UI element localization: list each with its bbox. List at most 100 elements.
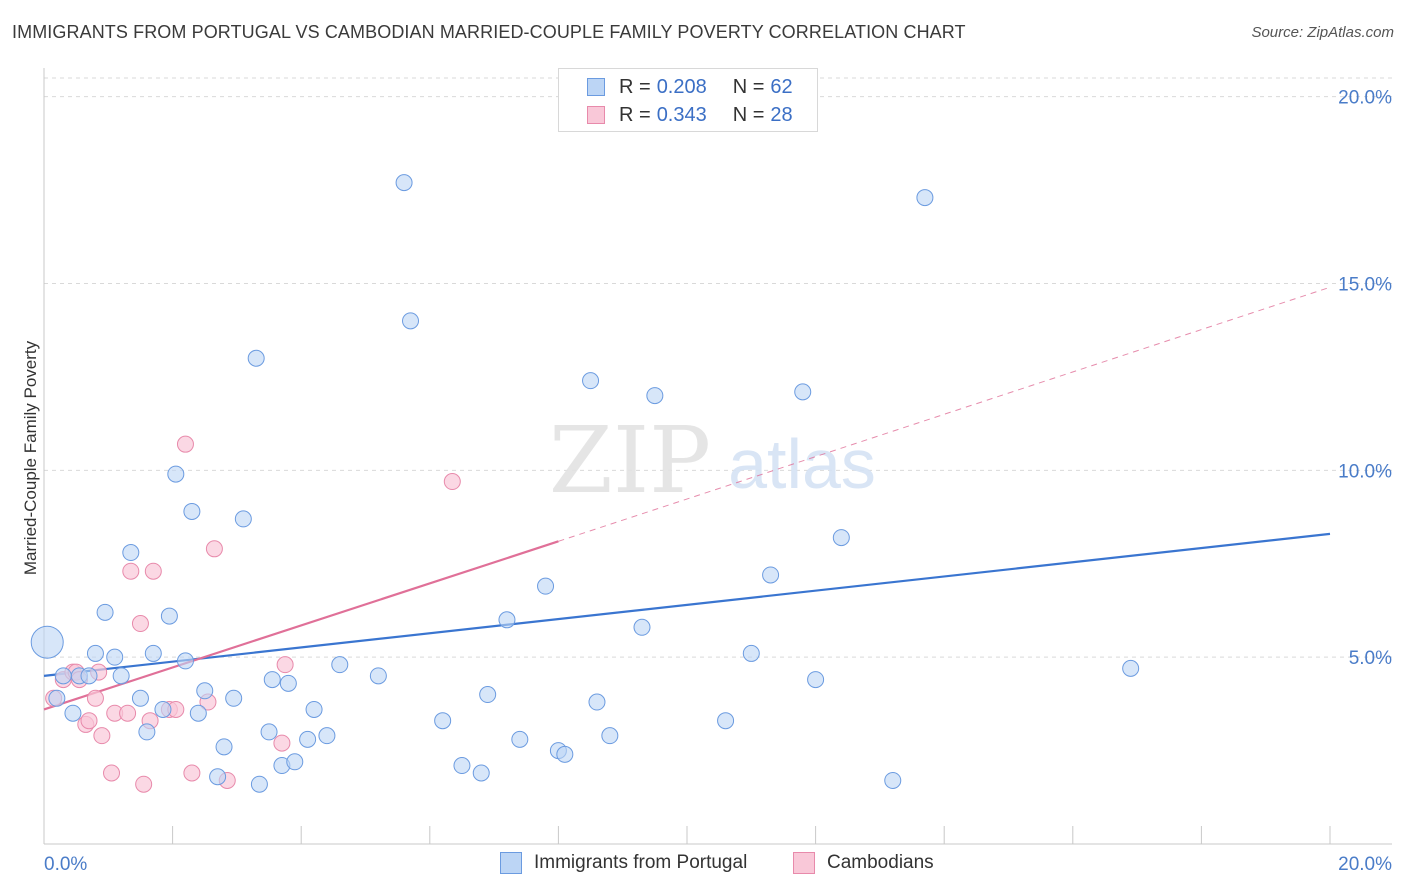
- portugal-point: [472, 764, 490, 782]
- portugal-point: [402, 312, 420, 330]
- bottom-legend-swatch-blue: [500, 852, 522, 874]
- legend-row-cambodians: R = 0.343 N = 28: [587, 103, 793, 127]
- portugal-point: [588, 693, 606, 711]
- portugal-point: [234, 510, 252, 528]
- portugal-point: [453, 757, 471, 775]
- portugal-point: [916, 189, 934, 207]
- legend-n-value: 28: [770, 103, 793, 126]
- portugal-point: [154, 700, 172, 718]
- bottom-legend-portugal: Immigrants from Portugal: [500, 852, 747, 874]
- portugal-point: [717, 712, 735, 730]
- cambodians-point: [443, 473, 461, 491]
- legend-r-label: R =: [619, 103, 651, 126]
- bottom-legend-label-portugal: Immigrants from Portugal: [534, 852, 748, 873]
- portugal-point: [131, 689, 149, 707]
- cambodians-point: [86, 689, 104, 707]
- cambodians-point: [93, 727, 111, 745]
- data-points: [30, 174, 1140, 793]
- cambodians-point: [80, 712, 98, 730]
- portugal-point: [279, 674, 297, 692]
- portugal-point: [225, 689, 243, 707]
- portugal-point: [434, 712, 452, 730]
- portugal-point: [537, 577, 555, 595]
- portugal-point: [511, 730, 529, 748]
- legend-r-label: R =: [619, 75, 651, 98]
- portugal-point: [395, 174, 413, 192]
- legend-swatch-pink: [587, 106, 605, 124]
- portugal-point: [250, 775, 268, 793]
- portugal-point: [582, 372, 600, 390]
- portugal-point: [64, 704, 82, 722]
- legend-n-label: N =: [732, 103, 765, 126]
- correlation-legend: R = 0.208 N = 62 R = 0.343 N = 28: [558, 68, 818, 132]
- portugal-point: [263, 671, 281, 689]
- cambodians-point: [176, 435, 194, 453]
- portugal-point: [556, 745, 574, 763]
- portugal-point: [183, 502, 201, 520]
- y-axis-label: Married-Couple Family Poverty: [21, 340, 40, 575]
- portugal-point: [247, 349, 265, 367]
- portugal-point: [209, 768, 227, 786]
- portugal-point: [1122, 659, 1140, 677]
- y-tick-label: 15.0%: [1338, 275, 1392, 296]
- cambodians-point: [144, 562, 162, 580]
- cambodians-point: [103, 764, 121, 782]
- portugal-point: [30, 625, 64, 659]
- bottom-legend-cambodians: Cambodians: [793, 852, 934, 874]
- source-label: Source: ZipAtlas.com: [1251, 24, 1394, 41]
- bottom-legend-label-cambodians: Cambodians: [827, 852, 934, 873]
- cambodians-trend-line: [43, 540, 559, 711]
- legend-r-value: 0.343: [656, 103, 707, 126]
- watermark-atlas: atlas: [728, 425, 876, 503]
- tick-labels: 5.0% 10.0% 15.0% 20.0% 0.0% 20.0%: [44, 88, 1392, 875]
- portugal-point: [54, 667, 72, 685]
- portugal-point: [742, 644, 760, 662]
- portugal-point: [196, 682, 214, 700]
- legend-swatch-blue: [587, 78, 605, 96]
- portugal-point: [144, 644, 162, 662]
- y-tick-label: 20.0%: [1338, 88, 1392, 109]
- portugal-point: [832, 529, 850, 547]
- portugal-point: [299, 730, 317, 748]
- portugal-point: [260, 723, 278, 741]
- cambodians-point: [276, 656, 294, 674]
- legend-row-portugal: R = 0.208 N = 62: [587, 75, 793, 99]
- cambodians-point: [122, 562, 140, 580]
- portugal-point: [160, 607, 178, 625]
- y-tick-label: 10.0%: [1338, 461, 1392, 482]
- portugal-point: [646, 387, 664, 405]
- x-tick-label-min: 0.0%: [44, 854, 87, 875]
- legend-r-value: 0.208: [656, 75, 707, 98]
- cambodians-trend-extension: [558, 286, 1331, 542]
- cambodians-point: [205, 540, 223, 558]
- chart-title: IMMIGRANTS FROM PORTUGAL VS CAMBODIAN MA…: [12, 22, 966, 42]
- portugal-point: [138, 723, 156, 741]
- portugal-point: [122, 544, 140, 562]
- portugal-point: [369, 667, 387, 685]
- cambodians-point: [183, 764, 201, 782]
- portugal-point: [633, 618, 651, 636]
- portugal-trend-line: [43, 532, 1331, 677]
- portugal-point: [96, 603, 114, 621]
- axes: [43, 68, 1392, 845]
- cambodians-point: [119, 704, 137, 722]
- y-tick-label: 5.0%: [1349, 648, 1392, 669]
- watermark: ZIP atlas: [549, 407, 876, 514]
- portugal-point: [286, 753, 304, 771]
- portugal-point: [86, 644, 104, 662]
- portugal-point: [80, 667, 98, 685]
- portugal-point: [884, 771, 902, 789]
- portugal-point: [807, 671, 825, 689]
- cambodians-point: [273, 734, 291, 752]
- portugal-point: [601, 727, 619, 745]
- cambodians-point: [135, 775, 153, 793]
- cambodians-point: [131, 615, 149, 633]
- trend-lines: [43, 286, 1331, 711]
- portugal-point: [762, 566, 780, 584]
- portugal-point: [215, 738, 233, 756]
- portugal-point: [167, 465, 185, 483]
- portugal-point: [318, 727, 336, 745]
- portugal-point: [106, 648, 124, 666]
- watermark-zip: ZIP: [549, 407, 711, 514]
